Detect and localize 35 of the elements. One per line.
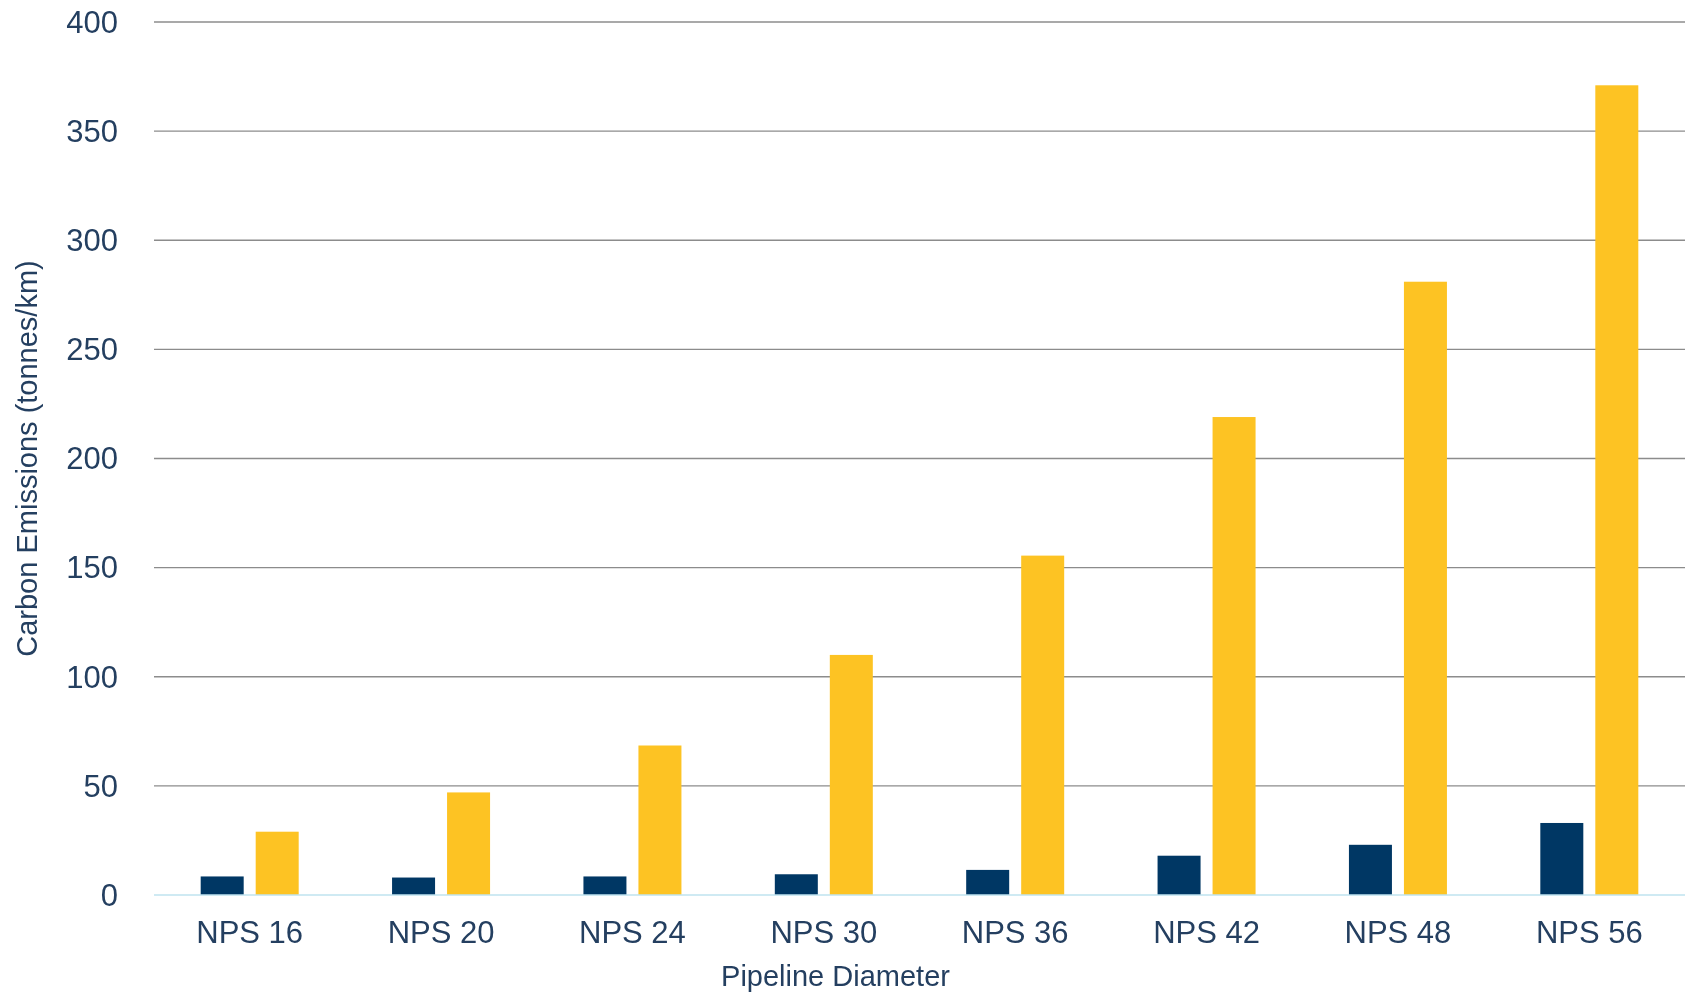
bar	[583, 876, 627, 895]
bar	[1595, 85, 1639, 895]
bar	[200, 876, 244, 895]
bar	[1212, 417, 1256, 895]
bar	[447, 792, 491, 895]
bar	[255, 831, 299, 895]
x-tick-label: NPS 42	[1153, 915, 1260, 950]
y-tick-label: 100	[66, 659, 118, 695]
bar	[966, 869, 1010, 895]
bar	[829, 654, 873, 895]
y-tick-label: 350	[66, 113, 118, 149]
x-tick-label: NPS 30	[770, 915, 878, 950]
x-tick-label: NPS 56	[1535, 915, 1643, 950]
bar	[1540, 822, 1584, 895]
x-axis-title: Pipeline Diameter	[721, 960, 951, 992]
bar	[1021, 555, 1065, 895]
bar	[1403, 281, 1447, 895]
x-tick-label: NPS 16	[196, 915, 304, 950]
bar	[1157, 855, 1201, 895]
y-axis-title: Carbon Emissions (tonnes/km)	[11, 260, 43, 657]
x-tick-label: NPS 48	[1344, 915, 1452, 950]
y-tick-label: 400	[66, 4, 118, 40]
y-tick-label: 250	[66, 332, 118, 368]
bar	[1348, 844, 1392, 895]
bar	[774, 874, 818, 895]
bar	[638, 745, 682, 895]
y-tick-label: 50	[83, 768, 118, 804]
y-tick-label: 200	[66, 441, 118, 477]
x-tick-label: NPS 20	[387, 915, 495, 950]
y-tick-label: 150	[66, 550, 118, 586]
x-tick-label: NPS 24	[579, 915, 686, 950]
x-tick-label: NPS 36	[961, 915, 1069, 950]
bar	[392, 877, 436, 895]
y-tick-label: 300	[66, 223, 118, 259]
y-tick-label: 0	[100, 877, 118, 913]
